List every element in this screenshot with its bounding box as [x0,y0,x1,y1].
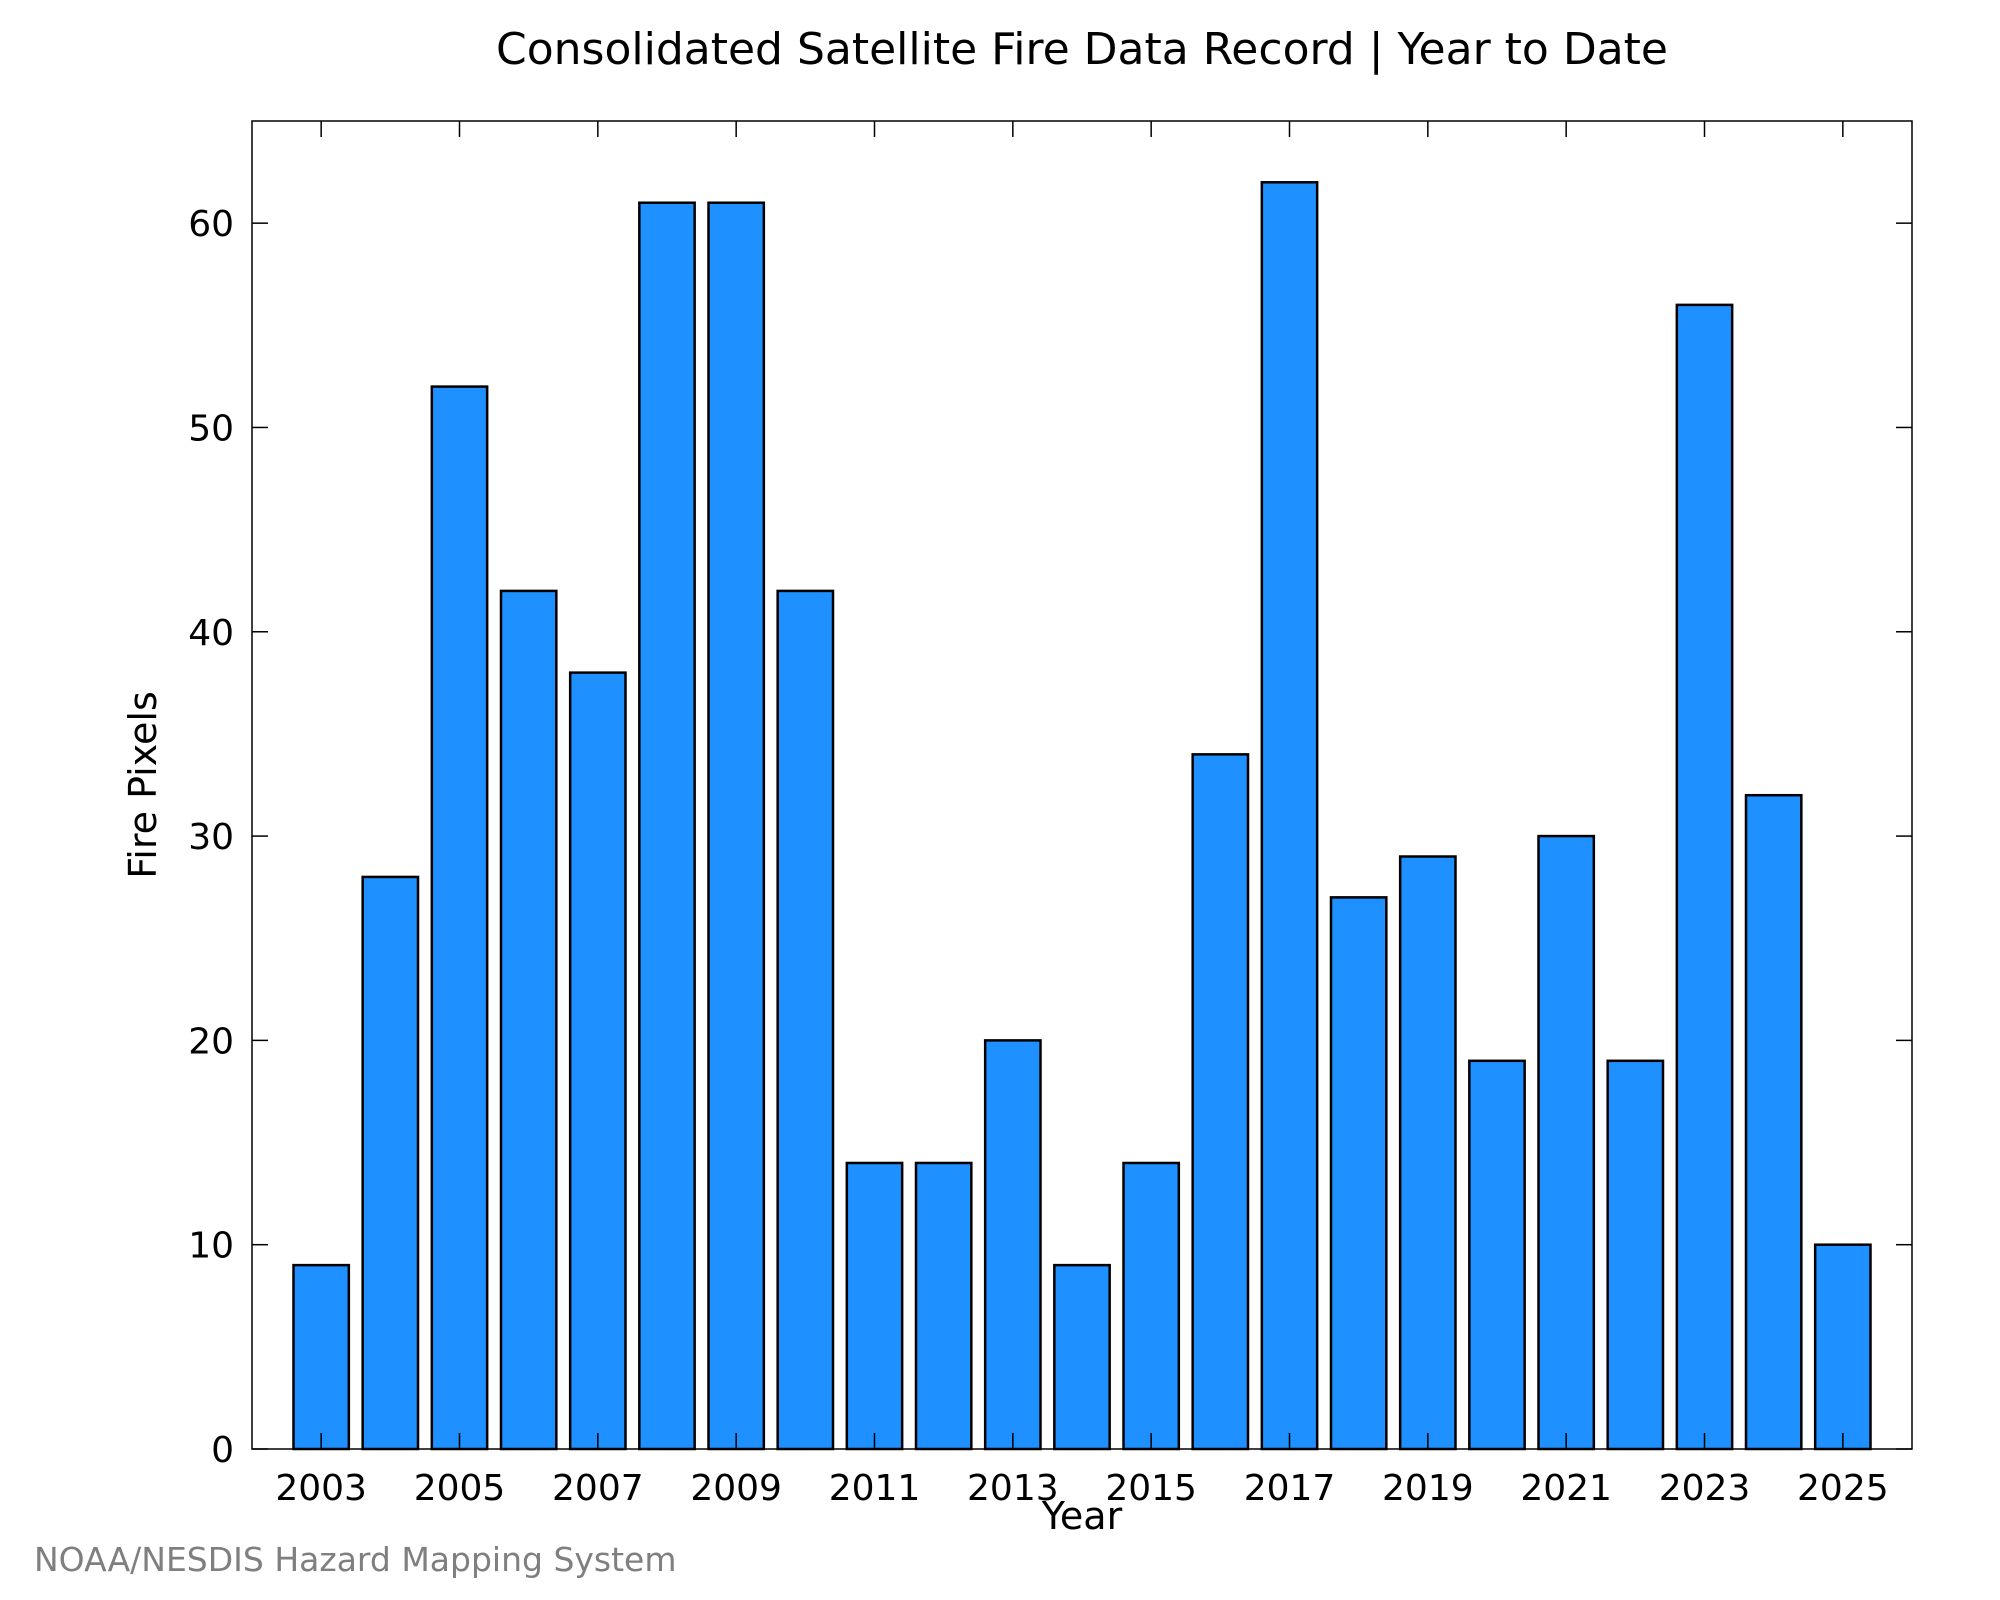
y-tick-label: 40 [188,613,234,654]
bar-2007 [568,671,627,1451]
bar-2021 [1537,834,1596,1451]
x-tick-label: 2007 [552,1468,644,1509]
bars-layer [292,181,1872,1451]
x-axis-label: Year [1041,1494,1123,1538]
y-axis-label: Fire Pixels [121,691,165,879]
bar-2023 [1675,303,1734,1451]
credit-text: NOAA/NESDIS Hazard Mapping System [34,1540,677,1579]
y-tick-label: 50 [188,408,234,449]
bar-2010 [776,589,835,1451]
bar-2019 [1398,855,1457,1451]
x-tick-label: 2011 [829,1468,921,1509]
bar-2012 [914,1161,973,1451]
bar-2016 [1191,753,1250,1451]
x-tick-label: 2025 [1797,1468,1889,1509]
bar-2004 [361,875,420,1451]
y-tick-label: 60 [188,204,234,245]
bar-2020 [1468,1059,1526,1451]
bar-2022 [1606,1059,1665,1451]
bar-2005 [430,385,489,1451]
x-tick-label: 2017 [1244,1468,1336,1509]
ticks-layer: 0 10 20 30 40 50 60 2003 2005 2007 2009 2011 2013 201… [188,121,1912,1509]
x-tick-label: 2013 [967,1468,1059,1509]
x-tick-label: 2015 [1105,1468,1197,1509]
y-tick-label: 30 [188,817,234,858]
y-tick-label: 20 [188,1021,234,1062]
x-tick-label: 2023 [1659,1468,1751,1509]
y-tick-label: 10 [188,1226,234,1267]
x-tick-label: 2005 [414,1468,506,1509]
bar-2024 [1744,793,1803,1451]
bar-2008 [638,201,696,1451]
bar-2017 [1260,181,1319,1451]
bar-2025 [1813,1243,1872,1451]
bar-2015 [1122,1161,1181,1451]
plot-frame [251,120,1913,1450]
bar-2018 [1329,896,1388,1451]
bar-2009 [707,201,766,1451]
bar-2013 [983,1039,1042,1451]
bar-2011 [845,1161,904,1451]
y-tick-label: 0 [211,1430,234,1471]
bar-2006 [499,589,558,1451]
x-tick-label: 2021 [1520,1468,1612,1509]
bar-2003 [292,1263,351,1451]
x-tick-label: 2019 [1382,1468,1474,1509]
x-tick-label: 2003 [275,1468,367,1509]
x-tick-label: 2009 [690,1468,782,1509]
chart-title: Consolidated Satellite Fire Data Record … [496,24,1668,75]
bar-2014 [1053,1263,1111,1451]
